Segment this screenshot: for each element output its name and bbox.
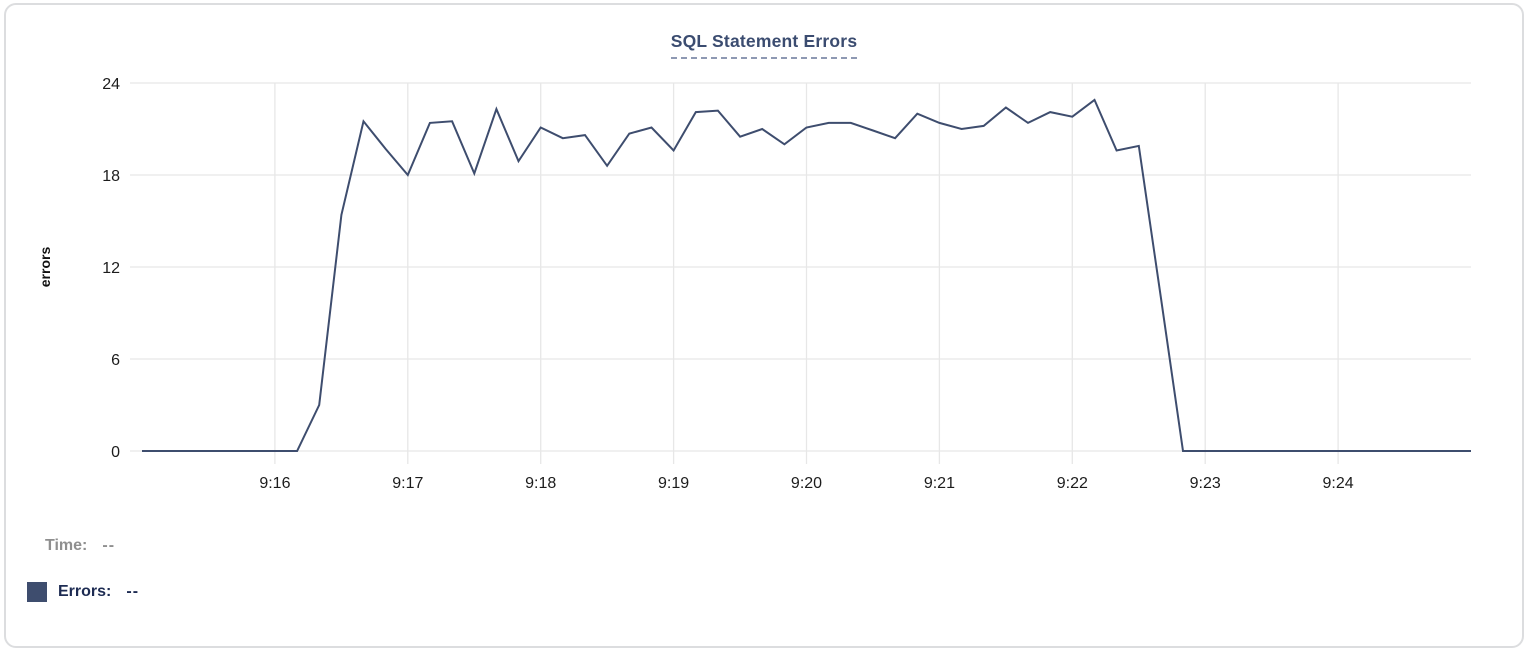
legend-time-row: Time: -- <box>45 537 115 555</box>
chart-title[interactable]: SQL Statement Errors <box>670 31 858 59</box>
x-tick-label: 9:24 <box>1323 475 1354 492</box>
y-tick-label: 12 <box>102 260 120 277</box>
legend-errors-value: -- <box>126 583 140 600</box>
chart-svg[interactable]: 0 6 12 18 24 9:16 9:17 9:18 9:19 9:20 9:21 9:22 9:23… <box>0 0 1528 512</box>
legend-time-label: Time: <box>45 537 88 554</box>
x-tick-label: 9:17 <box>392 475 423 492</box>
chart-header: SQL Statement Errors <box>0 31 1528 59</box>
x-tick-label: 9:23 <box>1190 475 1221 492</box>
legend-errors-row: Errors: -- <box>27 582 139 602</box>
x-tick-label: 9:22 <box>1057 475 1088 492</box>
y-axis-title: errors <box>37 247 53 288</box>
x-tick-label: 9:20 <box>791 475 822 492</box>
y-tick-label: 18 <box>102 168 120 185</box>
y-tick-label: 24 <box>102 76 120 93</box>
x-tick-label: 9:19 <box>658 475 689 492</box>
x-tick-label: 9:18 <box>525 475 556 492</box>
errors-series-swatch <box>27 582 47 602</box>
x-tick-label: 9:16 <box>259 475 290 492</box>
errors-line-series <box>142 98 1471 452</box>
y-tick-label: 6 <box>111 352 120 369</box>
x-tick-label: 9:21 <box>924 475 955 492</box>
y-tick-label: 0 <box>111 444 120 461</box>
legend-time-value: -- <box>102 537 116 554</box>
legend-errors-label: Errors: <box>58 583 112 600</box>
